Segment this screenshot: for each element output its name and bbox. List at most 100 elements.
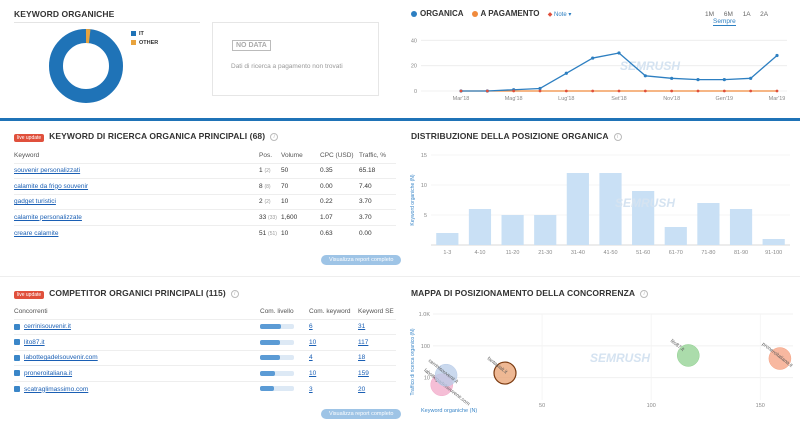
competitor-link[interactable]: cerrinisouvenir.it bbox=[24, 323, 71, 331]
paid-point[interactable] bbox=[485, 89, 489, 93]
organic-point[interactable] bbox=[617, 51, 621, 55]
paid-point[interactable] bbox=[643, 89, 647, 93]
keyword-link[interactable]: souvenir personalizzati bbox=[14, 167, 81, 175]
range-1a[interactable]: 1A bbox=[742, 11, 751, 18]
bar[interactable] bbox=[697, 203, 720, 245]
se-keyword-link[interactable]: 18 bbox=[358, 354, 366, 362]
range-1m[interactable]: 1M bbox=[705, 11, 715, 18]
competitor-link[interactable]: lito87.it bbox=[24, 338, 45, 346]
competitor-bubble[interactable] bbox=[768, 347, 792, 370]
se-keyword-link[interactable]: 117 bbox=[358, 338, 369, 346]
x-tick-label: 100 bbox=[647, 403, 656, 409]
com-keyword-link[interactable]: 4 bbox=[309, 354, 313, 362]
keyword-link[interactable]: calamite personalizzate bbox=[14, 213, 82, 221]
range-sempre[interactable]: Sempre bbox=[713, 18, 736, 26]
col-com-keyword[interactable]: Com. keyword bbox=[309, 307, 351, 315]
info-icon[interactable]: i bbox=[640, 290, 649, 299]
keyword-section-title: KEYWORD DI RICERCA ORGANICA PRINCIPALI (… bbox=[49, 131, 266, 141]
bar[interactable] bbox=[468, 209, 492, 245]
prev-pos-value: (33) bbox=[268, 214, 277, 221]
keyword-link[interactable]: gadget turistici bbox=[14, 198, 56, 206]
organic-point[interactable] bbox=[749, 76, 753, 80]
external-link-icon[interactable] bbox=[14, 370, 20, 377]
prev-pos-value: (2) bbox=[264, 168, 271, 175]
bar[interactable] bbox=[501, 215, 524, 245]
paid-point[interactable] bbox=[512, 89, 516, 93]
paid-point[interactable] bbox=[722, 89, 726, 93]
keyword-link[interactable]: calamite da frigo souvenir bbox=[14, 182, 89, 190]
legend-paid[interactable]: A PAGAMENTO bbox=[471, 9, 539, 18]
bar[interactable] bbox=[436, 233, 459, 245]
y-tick-label: 0 bbox=[414, 89, 417, 95]
com-keyword-link[interactable]: 10 bbox=[309, 369, 317, 377]
competitor-link[interactable]: proneroitaliana.it bbox=[24, 369, 73, 377]
se-keyword-link[interactable]: 159 bbox=[358, 369, 369, 377]
info-icon[interactable]: i bbox=[270, 133, 279, 142]
legend-item-it: IT bbox=[131, 31, 158, 37]
pos-value: 8 bbox=[259, 182, 263, 190]
info-icon[interactable]: i bbox=[230, 290, 239, 299]
bar[interactable] bbox=[566, 173, 589, 245]
external-link-icon[interactable] bbox=[14, 354, 20, 361]
col-traffic[interactable]: Traffic, % bbox=[359, 151, 387, 159]
paid-point[interactable] bbox=[459, 89, 463, 93]
y-tick-label: 1.0K bbox=[419, 312, 431, 318]
col-competitors[interactable]: Concorrenti bbox=[14, 307, 48, 315]
traffic-value: 0.00 bbox=[359, 224, 396, 241]
col-volume[interactable]: Volume bbox=[281, 151, 303, 159]
paid-point[interactable] bbox=[775, 89, 779, 93]
com-keyword-link[interactable]: 10 bbox=[309, 338, 317, 346]
col-keyword-se[interactable]: Keyword SE bbox=[358, 307, 394, 315]
bar[interactable] bbox=[534, 215, 557, 245]
col-cpc[interactable]: CPC (USD) bbox=[320, 151, 354, 159]
organic-point[interactable] bbox=[722, 78, 726, 82]
legend-organic[interactable]: ORGANICA bbox=[411, 9, 463, 18]
organic-point[interactable] bbox=[643, 74, 647, 78]
paid-point[interactable] bbox=[617, 89, 621, 93]
organic-point[interactable] bbox=[696, 78, 700, 82]
bar[interactable] bbox=[632, 191, 655, 245]
bar[interactable] bbox=[664, 227, 687, 245]
competitor-bubble[interactable] bbox=[434, 363, 458, 387]
range-6m[interactable]: 6M bbox=[723, 11, 733, 18]
se-keyword-link[interactable]: 31 bbox=[358, 323, 366, 331]
competitor-link[interactable]: scatraglimassimo.com bbox=[24, 385, 89, 393]
organic-point[interactable] bbox=[564, 71, 568, 75]
competitor-bubble[interactable] bbox=[493, 361, 517, 385]
bar[interactable] bbox=[729, 209, 753, 245]
col-keyword[interactable]: Keyword bbox=[14, 151, 40, 159]
x-tick-label: Mag'18 bbox=[505, 96, 523, 102]
com-keyword-link[interactable]: 3 bbox=[309, 385, 313, 393]
paid-point[interactable] bbox=[670, 89, 674, 93]
paid-point[interactable] bbox=[591, 89, 595, 93]
bar[interactable] bbox=[762, 239, 785, 245]
external-link-icon[interactable] bbox=[14, 323, 20, 330]
x-axis-label: Keyword organiche (N) bbox=[421, 408, 477, 414]
external-link-icon[interactable] bbox=[14, 385, 20, 392]
col-level[interactable]: Com. livello bbox=[260, 307, 294, 315]
competitor-report-button[interactable]: Visualizza report completo bbox=[321, 409, 402, 419]
competitor-link[interactable]: labottegadelsouvenir.com bbox=[24, 354, 98, 362]
info-icon[interactable]: i bbox=[613, 133, 622, 142]
col-pos[interactable]: Pos. bbox=[259, 151, 273, 159]
external-link-icon[interactable] bbox=[14, 339, 20, 346]
paid-point[interactable] bbox=[749, 89, 753, 93]
paid-point[interactable] bbox=[564, 89, 568, 93]
com-keyword-link[interactable]: 6 bbox=[309, 323, 313, 331]
competitor-bubble[interactable] bbox=[677, 344, 700, 367]
x-tick-label: 11-20 bbox=[506, 250, 520, 256]
organic-point[interactable] bbox=[775, 53, 779, 58]
keyword-link[interactable]: creare calamite bbox=[14, 229, 59, 237]
bar[interactable] bbox=[599, 173, 622, 245]
organic-point[interactable] bbox=[670, 76, 674, 80]
legend-notes[interactable]: ◆ Note ▾ bbox=[547, 12, 572, 18]
keyword-report-button[interactable]: Visualizza report completo bbox=[321, 255, 402, 265]
paid-point[interactable] bbox=[696, 89, 700, 93]
paid-point[interactable] bbox=[538, 89, 542, 93]
organic-point[interactable] bbox=[591, 56, 595, 60]
se-keyword-link[interactable]: 20 bbox=[358, 385, 366, 393]
competition-level-bar bbox=[260, 370, 294, 376]
x-tick-label: 71-80 bbox=[701, 250, 715, 256]
organic-point[interactable] bbox=[538, 86, 542, 91]
range-2a[interactable]: 2A bbox=[760, 11, 768, 18]
